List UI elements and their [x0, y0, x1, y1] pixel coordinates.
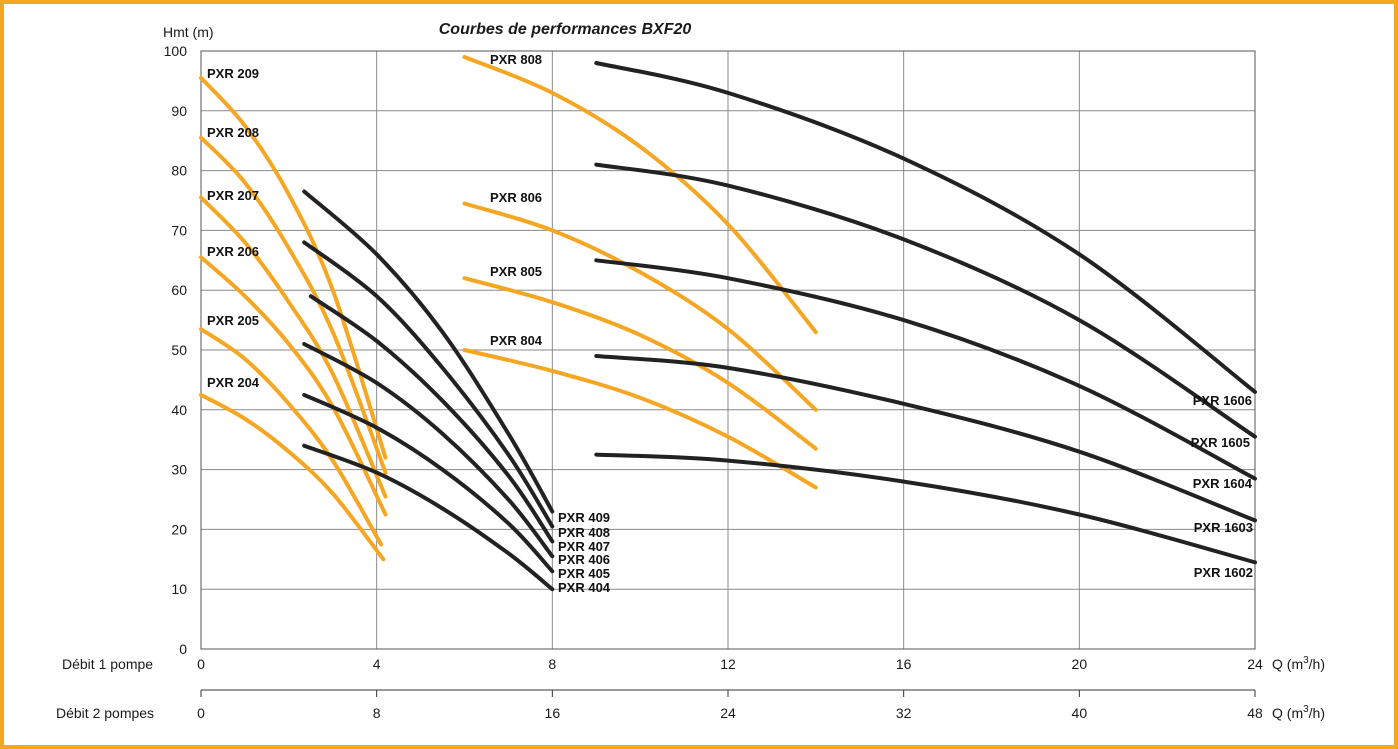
x-tick-labels-2: 0 8 16 24 32 40 48 — [197, 705, 1263, 721]
series-label: PXR 1603 — [1194, 520, 1253, 535]
curve-labels: PXR 209 PXR 208 PXR 207 PXR 206 PXR 205 PXR 2… — [207, 52, 1253, 595]
x-tick-label-2: 40 — [1072, 705, 1088, 721]
y-tick-labels: 0 10 20 30 40 50 60 70 80 90 100 — [164, 43, 188, 657]
series-line-pxr-406 — [302, 342, 555, 559]
series-line-pxr-1602 — [594, 452, 1257, 565]
series-label: PXR 1605 — [1191, 435, 1250, 450]
y-tick-label: 70 — [171, 222, 187, 238]
y-tick-label: 60 — [171, 282, 187, 298]
series-label: PXR 1604 — [1193, 476, 1253, 491]
series-line-pxr-806 — [462, 201, 818, 412]
x-tick-label-1: 20 — [1072, 656, 1088, 672]
series-label: PXR 805 — [490, 264, 542, 279]
x-axis-1-unit: Q (m3/h) — [1272, 655, 1325, 672]
chart-title: Courbes de performances BXF20 — [439, 21, 692, 38]
x-axis-1-label: Débit 1 pompe — [62, 656, 153, 672]
series-label: PXR 407 — [558, 539, 610, 554]
y-tick-label: 0 — [179, 641, 187, 657]
x-tick-label-1: 8 — [548, 656, 556, 672]
x-axis-2-label: Débit 2 pompes — [56, 705, 154, 721]
series-line-pxr-1603 — [594, 354, 1257, 523]
series-label: PXR 405 — [558, 566, 610, 581]
series-label: PXR 806 — [490, 190, 542, 205]
series-label: PXR 206 — [207, 244, 259, 259]
y-tick-label: 10 — [171, 581, 187, 597]
x-axis-2-tick-marks — [200, 690, 1256, 697]
series-line-pxr-407 — [308, 294, 555, 544]
series-line-pxr-1604 — [594, 258, 1257, 481]
series-line-pxr-207 — [199, 195, 388, 499]
x-tick-label-1: 0 — [197, 656, 205, 672]
y-axis-label: Hmt (m) — [163, 24, 214, 40]
series-line-pxr-808 — [462, 55, 818, 335]
y-tick-label: 40 — [171, 402, 187, 418]
series-label: PXR 204 — [207, 375, 260, 390]
plot-border — [200, 50, 1256, 650]
y-tick-label: 20 — [171, 521, 187, 537]
x-tick-label-1: 12 — [720, 656, 736, 672]
grid — [200, 50, 1256, 650]
x-tick-label-2: 0 — [197, 705, 205, 721]
series-label: PXR 207 — [207, 188, 259, 203]
x-tick-label-2: 24 — [720, 705, 736, 721]
x-tick-label-2: 48 — [1247, 705, 1263, 721]
curves — [199, 55, 1257, 592]
series-line-pxr-1605 — [594, 162, 1257, 439]
y-tick-label: 100 — [164, 43, 188, 59]
series-line-pxr-405 — [302, 392, 555, 574]
series-label: PXR 409 — [558, 510, 610, 525]
y-tick-label: 90 — [171, 103, 187, 119]
x-tick-label-2: 16 — [545, 705, 561, 721]
series-label: PXR 1602 — [1194, 565, 1253, 580]
x-tick-label-1: 4 — [373, 656, 381, 672]
series-label: PXR 209 — [207, 66, 259, 81]
series-label: PXR 408 — [558, 525, 610, 540]
series-label: PXR 406 — [558, 552, 610, 567]
series-label: PXR 205 — [207, 313, 259, 328]
x-axis-2-unit: Q (m3/h) — [1272, 704, 1325, 721]
x-tick-labels-1: 0 4 8 12 16 20 24 — [197, 656, 1263, 672]
series-line-pxr-208 — [199, 135, 388, 475]
x-tick-label-2: 32 — [896, 705, 912, 721]
series-line-pxr-205 — [199, 327, 384, 547]
series-label: PXR 1606 — [1193, 393, 1252, 408]
y-tick-label: 50 — [171, 342, 187, 358]
series-line-pxr-404 — [302, 443, 555, 592]
x-tick-label-1: 24 — [1247, 656, 1263, 672]
series-line-pxr-408 — [302, 240, 555, 529]
series-label: PXR 804 — [490, 333, 543, 348]
series-label: PXR 208 — [207, 125, 259, 140]
y-tick-label: 80 — [171, 163, 187, 179]
series-line-pxr-206 — [199, 255, 388, 517]
series-line-pxr-804 — [462, 348, 818, 490]
x-tick-label-2: 8 — [373, 705, 381, 721]
series-label: PXR 404 — [558, 580, 611, 595]
series-line-pxr-204 — [199, 392, 386, 562]
series-line-pxr-805 — [462, 276, 818, 451]
x-tick-label-1: 16 — [896, 656, 912, 672]
series-line-pxr-409 — [302, 189, 555, 514]
series-label: PXR 808 — [490, 52, 542, 67]
series-line-pxr-1606 — [594, 61, 1257, 394]
y-tick-label: 30 — [171, 462, 187, 478]
